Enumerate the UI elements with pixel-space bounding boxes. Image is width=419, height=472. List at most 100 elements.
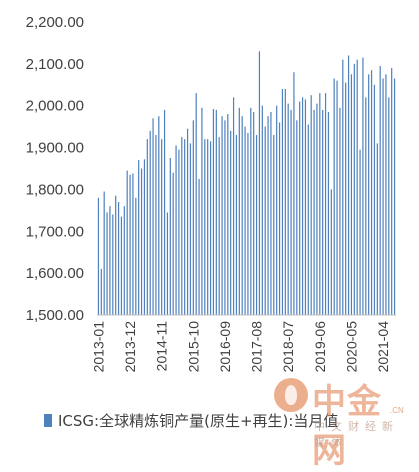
bar bbox=[319, 93, 321, 315]
bar bbox=[287, 103, 289, 316]
bar bbox=[376, 143, 378, 315]
bar bbox=[370, 70, 373, 315]
x-tick-label: 2015-10 bbox=[185, 321, 201, 373]
legend-label: ICSG:全球精炼铜产量(原生+再生):当月值 bbox=[58, 412, 339, 430]
x-tick-label: 2016-09 bbox=[217, 321, 233, 373]
bar bbox=[307, 124, 309, 315]
bar bbox=[215, 109, 217, 316]
bar bbox=[261, 105, 263, 316]
y-tick-label: 2,000.00 bbox=[26, 98, 84, 115]
bar bbox=[103, 191, 105, 315]
bar bbox=[241, 116, 243, 316]
bar bbox=[299, 101, 301, 315]
bar bbox=[112, 214, 114, 315]
x-tick-label: 2021-04 bbox=[375, 321, 391, 373]
bar bbox=[316, 103, 318, 316]
bar bbox=[138, 160, 140, 315]
bar bbox=[155, 135, 157, 315]
bar bbox=[189, 143, 192, 315]
bar bbox=[123, 206, 125, 315]
bar bbox=[204, 139, 206, 315]
bar bbox=[373, 84, 376, 315]
bar bbox=[224, 120, 226, 315]
y-tick-label: 1,700.00 bbox=[26, 223, 84, 240]
bar bbox=[324, 93, 327, 315]
y-axis-labels: 1,500.00 1,600.00 1,700.00 1,800.00 1,900.00… bbox=[26, 14, 84, 324]
bar bbox=[336, 80, 338, 315]
bar bbox=[230, 130, 232, 315]
bar bbox=[347, 55, 350, 316]
bar bbox=[117, 201, 120, 315]
bar bbox=[227, 114, 229, 315]
bar bbox=[281, 88, 284, 315]
bar bbox=[232, 97, 235, 315]
x-tick-label: 2018-07 bbox=[280, 321, 296, 373]
bar bbox=[258, 51, 261, 316]
bar bbox=[149, 130, 151, 315]
bar bbox=[296, 120, 298, 315]
bar bbox=[293, 72, 295, 315]
x-tick-label: 2019-06 bbox=[312, 321, 328, 373]
bar bbox=[100, 268, 102, 315]
bar bbox=[218, 137, 220, 315]
bar bbox=[385, 74, 387, 315]
bar bbox=[253, 111, 255, 316]
bar bbox=[175, 145, 177, 315]
bar bbox=[195, 93, 197, 315]
y-tick-label: 1,600.00 bbox=[26, 265, 84, 282]
bar bbox=[327, 111, 330, 316]
bar bbox=[310, 95, 312, 315]
legend: ICSG:全球精炼铜产量(原生+再生):当月值 bbox=[44, 410, 338, 431]
bar bbox=[333, 78, 335, 315]
y-tick-label: 1,800.00 bbox=[26, 181, 84, 198]
bar bbox=[184, 139, 186, 315]
bar bbox=[163, 109, 166, 316]
bar bbox=[391, 68, 393, 315]
bar bbox=[342, 59, 344, 315]
x-tick-label: 2013-12 bbox=[122, 321, 138, 373]
bar bbox=[276, 105, 278, 316]
bar bbox=[267, 116, 269, 316]
bar bbox=[120, 216, 123, 315]
bar bbox=[365, 97, 367, 315]
bar bbox=[362, 57, 364, 315]
bar bbox=[106, 212, 108, 315]
bar bbox=[278, 122, 281, 316]
bar bbox=[146, 139, 148, 315]
bar bbox=[339, 107, 341, 315]
chart: 1,500.00 1,600.00 1,700.00 1,800.00 1,900.00… bbox=[26, 14, 396, 373]
bar bbox=[304, 99, 307, 315]
bar bbox=[178, 149, 180, 315]
y-tick-label: 2,200.00 bbox=[26, 14, 84, 31]
bar bbox=[129, 174, 131, 315]
bar bbox=[235, 135, 238, 315]
bar bbox=[379, 65, 381, 315]
bar bbox=[353, 63, 355, 315]
bar bbox=[247, 132, 249, 315]
bar bbox=[322, 109, 324, 316]
bar bbox=[161, 139, 163, 315]
bar bbox=[368, 74, 370, 315]
bar bbox=[172, 172, 174, 315]
bar bbox=[330, 189, 332, 315]
bar bbox=[301, 97, 304, 315]
x-tick-label: 2014-11 bbox=[154, 321, 170, 372]
x-tick-label: 2013-01 bbox=[90, 321, 106, 373]
x-tick-label: 2017-08 bbox=[249, 321, 265, 373]
bar bbox=[244, 126, 246, 315]
bar bbox=[356, 59, 358, 315]
bar bbox=[264, 126, 266, 315]
bar bbox=[273, 135, 275, 315]
bar bbox=[126, 170, 128, 315]
bar bbox=[313, 109, 315, 316]
bar bbox=[221, 116, 223, 316]
bar bbox=[166, 212, 169, 315]
bar bbox=[198, 178, 200, 315]
bar bbox=[186, 128, 189, 315]
bar bbox=[169, 158, 171, 315]
bar bbox=[345, 82, 347, 315]
legend-swatch bbox=[44, 414, 52, 427]
bar bbox=[270, 111, 272, 316]
bar bbox=[97, 197, 100, 315]
y-tick-label: 2,100.00 bbox=[26, 56, 84, 73]
